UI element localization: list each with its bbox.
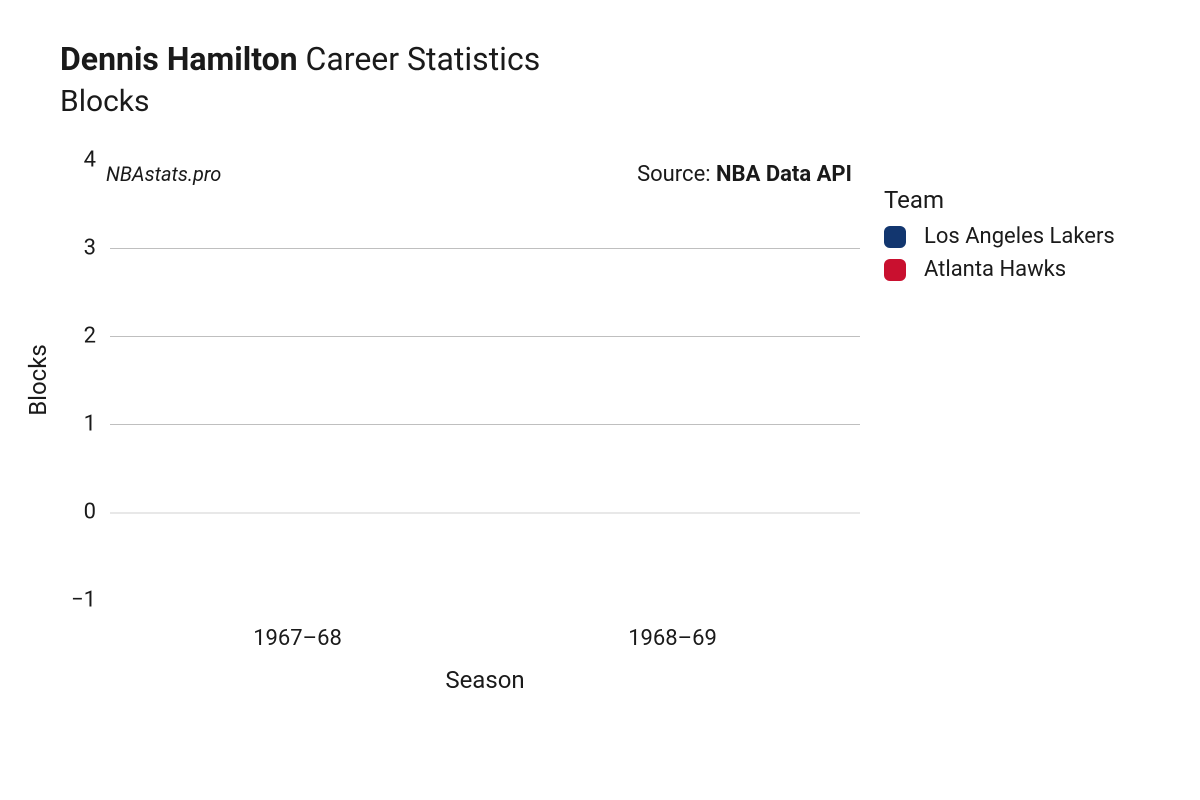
legend-item: Los Angeles Lakers [884, 224, 1115, 249]
legend-label: Atlanta Hawks [924, 257, 1066, 282]
x-axis-title: Season [110, 666, 860, 694]
legend: Team Los Angeles Lakers Atlanta Hawks [884, 186, 1115, 290]
y-tick-label: 4 [84, 148, 96, 173]
chart-container: Dennis Hamilton Career Statistics Blocks… [0, 0, 1200, 800]
chart-subtitle: Blocks [60, 84, 150, 119]
legend-swatch [884, 259, 906, 281]
legend-swatch [884, 226, 906, 248]
y-tick-label: 1 [84, 412, 96, 437]
legend-item: Atlanta Hawks [884, 257, 1115, 282]
gridline [110, 248, 860, 249]
chart-title: Dennis Hamilton Career Statistics [60, 40, 540, 78]
y-tick-label: −1 [71, 588, 96, 613]
y-axis-title: Blocks [24, 344, 52, 416]
y-tick-label: 2 [84, 324, 96, 349]
y-tick-label: 0 [84, 500, 96, 525]
y-tick-label: 3 [84, 236, 96, 261]
gridline [110, 424, 860, 425]
x-tick-label: 1967–68 [253, 626, 342, 651]
gridline [110, 336, 860, 337]
plot-area: −1012341967–681968–69 [110, 160, 860, 600]
gridline [110, 512, 860, 514]
x-tick-label: 1968–69 [628, 626, 717, 651]
legend-label: Los Angeles Lakers [924, 224, 1115, 249]
legend-title: Team [884, 186, 1115, 214]
title-suffix: Career Statistics [306, 40, 541, 78]
title-player-name: Dennis Hamilton [60, 40, 298, 78]
